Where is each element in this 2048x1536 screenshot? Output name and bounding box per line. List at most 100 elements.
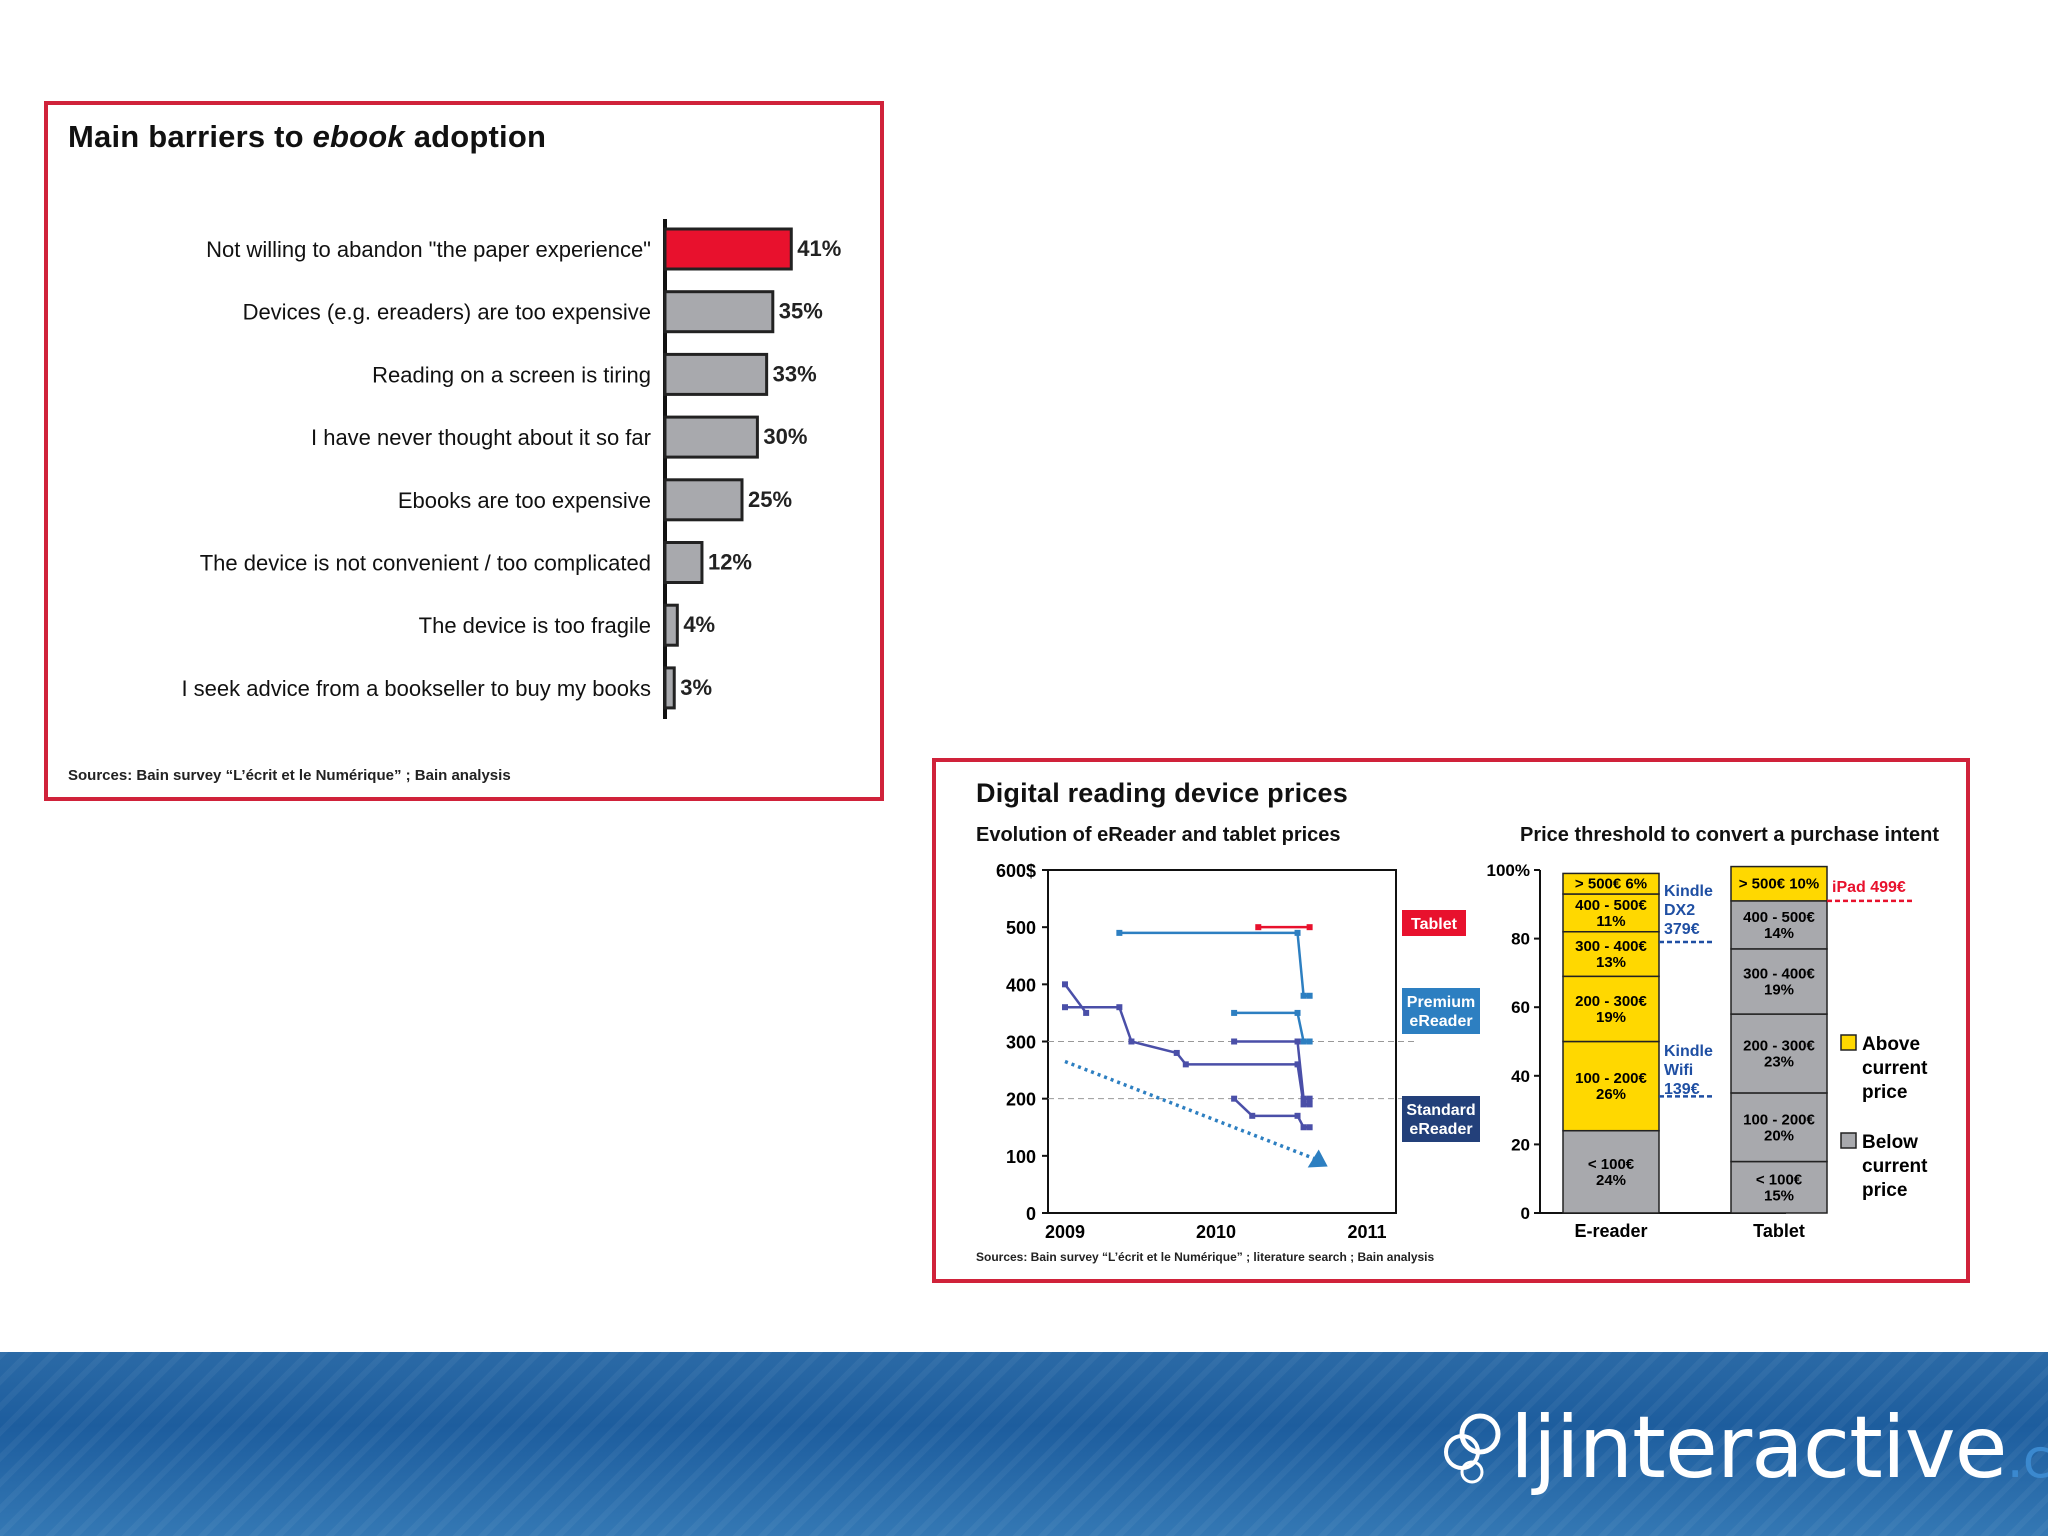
price-series-point [1249, 1112, 1256, 1119]
barrier-label: Devices (e.g. ereaders) are too expensiv… [243, 300, 651, 325]
threshold-y-tick-label: 60 [1511, 998, 1530, 1017]
price-series-point [1083, 1009, 1090, 1016]
price-series-point [1300, 1124, 1307, 1131]
barrier-label: I have never thought about it so far [311, 425, 651, 450]
price-y-tick-label: 500 [1006, 918, 1036, 938]
threshold-segment-value: 19% [1764, 981, 1794, 998]
price-series-point [1306, 1038, 1313, 1045]
threshold-segment [1730, 1160, 1828, 1214]
prices-source: Sources: Bain survey “L’écrit et le Numé… [976, 1250, 1435, 1264]
kindle-dx-label: DX2 [1664, 902, 1695, 919]
threshold-segment [1562, 975, 1660, 1043]
price-series-line [1063, 983, 1088, 1014]
standard-tag-text: Standard [1406, 1102, 1475, 1119]
kindle-wifi-label: Wifi [1664, 1062, 1693, 1079]
threshold-y-tick-label: 100% [1487, 861, 1530, 880]
threshold-segment [1562, 1040, 1660, 1132]
threshold-segment-value: 23% [1764, 1054, 1794, 1071]
footer-pattern [0, 1352, 2048, 1536]
barrier-bar [663, 603, 679, 647]
price-y-tick-label: 600$ [996, 861, 1036, 881]
price-series-point [1173, 1049, 1180, 1056]
threshold-segment [1730, 865, 1828, 902]
threshold-segment [1562, 872, 1660, 895]
price-series-point [1294, 1009, 1301, 1016]
price-x-tick-label: 2009 [1045, 1222, 1085, 1242]
threshold-segment-label: 400 - 500€ [1743, 909, 1815, 926]
threshold-segment-label: 100 - 200€ [1743, 1111, 1815, 1128]
legend-below-label: Below [1862, 1132, 1918, 1153]
price-trend-arrowhead [1307, 1149, 1328, 1168]
barriers-source: Sources: Bain survey “L’écrit et le Numé… [68, 767, 511, 784]
threshold-category-label: E-reader [1574, 1221, 1647, 1241]
price-series-point [1255, 924, 1262, 931]
barriers-title-emphasis: ebook [312, 119, 405, 154]
price-series-line [1065, 1005, 1310, 1106]
threshold-segment-value: 26% [1596, 1086, 1626, 1103]
threshold-segment-label: < 100€ [1588, 1156, 1635, 1173]
price-series-line [1234, 1011, 1310, 1043]
barrier-label: I seek advice from a bookseller to buy m… [181, 676, 651, 701]
price-series-point [1300, 1101, 1307, 1108]
price-series-point [1231, 1009, 1238, 1016]
barrier-label: The device is too fragile [419, 613, 651, 638]
price-series-point [1306, 1124, 1313, 1131]
price-series-point [1128, 1038, 1135, 1045]
threshold-segment-value: 19% [1596, 1009, 1626, 1026]
legend-above-swatch [1840, 1034, 1857, 1051]
ipad-label: iPad 499€ [1832, 879, 1906, 896]
barrier-bar [663, 290, 775, 334]
price-series-point [1116, 1004, 1123, 1011]
barrier-bar [663, 666, 676, 710]
price-trend-line [1064, 1059, 1323, 1164]
prices-title: Digital reading device prices [976, 778, 1348, 808]
price-series-point [1306, 1101, 1313, 1108]
premium-tag-text: eReader [1409, 1013, 1472, 1030]
footer-bar [0, 1352, 2048, 1536]
barrier-value-label: 30% [763, 424, 807, 449]
price-y-tick-label: 0 [1026, 1204, 1036, 1224]
price-series-point [1294, 1061, 1301, 1068]
barrier-value-label: 35% [779, 299, 823, 324]
kindle-dx-label: Kindle [1664, 883, 1713, 900]
tablet-tag-box [1402, 910, 1466, 936]
price-series-point [1306, 924, 1313, 931]
barriers-title-prefix: Main barriers to [68, 119, 313, 154]
price-series-line [1119, 931, 1310, 998]
legend-below-label: current [1862, 1156, 1928, 1177]
logo-main-text: ljinteractive [1510, 1398, 2008, 1498]
threshold-segment-label: 400 - 500€ [1575, 897, 1647, 914]
barrier-bar [663, 478, 744, 522]
price-series-line [1234, 1040, 1310, 1100]
threshold-segment-label: > 500€ 6% [1575, 876, 1647, 893]
price-y-tick-label: 200 [1006, 1090, 1036, 1110]
threshold-segment-label: 200 - 300€ [1575, 993, 1647, 1010]
barriers-bar-chart: Not willing to abandon "the paper experi… [181, 219, 841, 719]
price-series-point [1294, 1112, 1301, 1119]
price-series-point [1294, 1038, 1301, 1045]
prices-left-subtitle: Evolution of eReader and tablet prices [976, 824, 1341, 846]
threshold-category-label: Tablet [1753, 1221, 1805, 1241]
price-series-point [1306, 992, 1313, 999]
legend-below-swatch [1840, 1132, 1857, 1149]
barrier-bar [663, 352, 769, 396]
kindle-wifi-label: Kindle [1664, 1043, 1713, 1060]
legend-above-label: current [1862, 1058, 1928, 1079]
barrier-value-label: 12% [708, 550, 752, 575]
threshold-segment-value: 14% [1764, 925, 1794, 942]
price-series-point [1294, 929, 1301, 936]
prices-right-subtitle: Price threshold to convert a purchase in… [1520, 824, 1939, 846]
premium-tag-box [1402, 988, 1480, 1034]
price-series-point [1231, 1095, 1238, 1102]
prices-panel: Digital reading device prices Evolution … [932, 758, 1970, 1283]
threshold-segment-value: 11% [1596, 913, 1625, 930]
kindle-wifi-label: 139€ [1664, 1081, 1700, 1098]
price-y-tick-label: 400 [1006, 975, 1036, 995]
threshold-segment-value: 20% [1764, 1127, 1794, 1144]
legend-above-label: price [1862, 1082, 1907, 1103]
threshold-segment-label: 300 - 400€ [1575, 938, 1647, 955]
price-x-tick-label: 2010 [1196, 1222, 1236, 1242]
logo-icon [1444, 1413, 1501, 1484]
price-series-point [1300, 1095, 1307, 1102]
threshold-segment-value: 15% [1764, 1187, 1794, 1204]
